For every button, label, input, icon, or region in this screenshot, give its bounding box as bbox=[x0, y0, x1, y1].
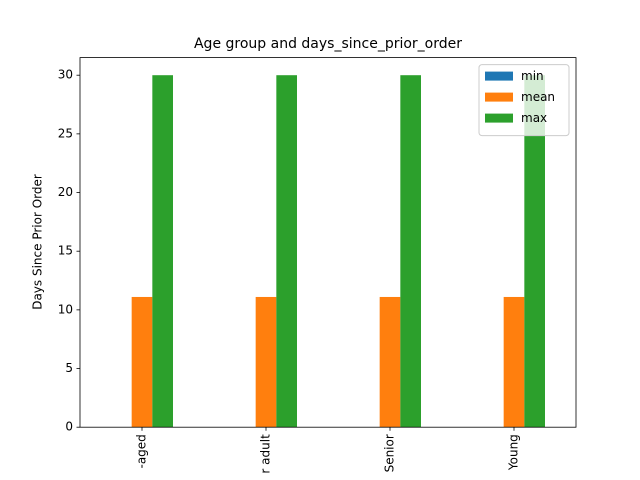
legend-label: min bbox=[521, 69, 544, 83]
bar bbox=[276, 75, 297, 428]
bar bbox=[379, 296, 401, 428]
y-tick-label: 15 bbox=[58, 244, 73, 258]
bar bbox=[524, 75, 545, 428]
y-tick-label: 5 bbox=[65, 361, 73, 375]
bar bbox=[400, 75, 421, 428]
bar bbox=[131, 296, 153, 428]
x-tick-label: r adult bbox=[259, 434, 273, 474]
bar bbox=[255, 296, 277, 428]
x-tick-label: Senior bbox=[383, 434, 397, 472]
y-tick-label: 30 bbox=[58, 68, 73, 82]
legend-swatch bbox=[485, 113, 513, 123]
y-axis-label: Days Since Prior Order bbox=[31, 174, 45, 310]
y-tick-label: 10 bbox=[58, 302, 73, 316]
y-tick-label: 25 bbox=[58, 126, 73, 140]
x-tick-label: Young bbox=[507, 434, 521, 471]
plot-frame bbox=[79, 57, 577, 428]
bar bbox=[152, 75, 173, 428]
x-tick-label: -aged bbox=[135, 434, 149, 468]
legend-swatch bbox=[485, 71, 513, 81]
legend-label: max bbox=[521, 111, 547, 125]
y-tick-label: 0 bbox=[65, 420, 73, 434]
chart-title: Age group and days_since_prior_order bbox=[194, 36, 462, 52]
y-tick-label: 20 bbox=[58, 185, 73, 199]
legend-label: mean bbox=[521, 90, 555, 104]
legend-swatch bbox=[485, 92, 513, 102]
bar bbox=[503, 296, 525, 428]
